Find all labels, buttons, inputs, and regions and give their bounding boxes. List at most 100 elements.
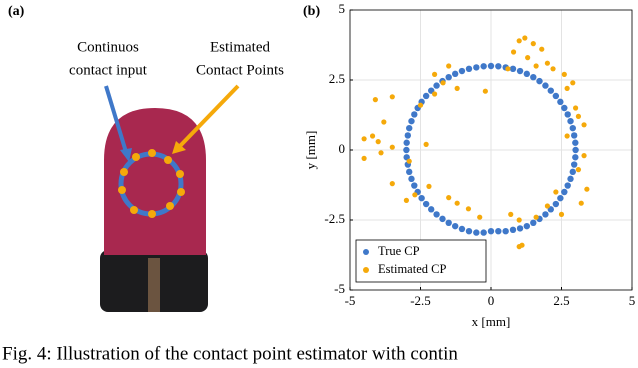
point [473,64,480,71]
y-tick-label: -5 [334,281,345,296]
legend-label: True CP [378,244,420,258]
photo [100,84,240,312]
point [473,229,480,236]
point [536,77,543,85]
point [516,67,524,75]
plot: -5 -2.5 0 2.5 5 -5 -2.5 0 2.5 5 True CP Estimated C… [324,1,635,308]
point [557,194,564,202]
point [446,195,452,201]
point [406,124,413,132]
point [575,113,582,119]
point [454,200,460,206]
point [480,229,487,236]
arrowhead [172,141,186,154]
point [525,55,531,61]
y-tick-label: 0 [339,141,346,156]
point [440,80,446,86]
point [567,117,574,125]
point [523,222,531,230]
point [558,211,565,217]
point [451,222,459,230]
y-tick-label: 5 [339,1,346,16]
arrowhead [120,148,132,162]
point [411,111,418,118]
point [361,155,367,161]
point [547,87,554,94]
point [533,63,539,69]
point [458,225,466,233]
point [544,60,551,66]
annotation: Estimated [210,39,270,55]
point [573,105,579,111]
y-tick-label: -2.5 [324,211,345,226]
point [572,154,579,161]
caption: Fig. 4: Illustration of the contact poin… [2,343,458,364]
point [406,158,412,164]
point [465,65,473,73]
point [553,189,559,195]
x-axis-label: x [mm] [472,314,511,329]
point [375,139,381,145]
point [550,66,556,72]
panel-label: (b) [303,4,320,19]
point [569,168,576,176]
point [381,119,387,125]
point [569,124,576,132]
point [439,215,446,223]
point [417,102,424,108]
point [423,141,429,147]
point [561,188,568,196]
point [502,228,509,235]
point [564,182,571,189]
legend-box [355,239,487,283]
point [552,92,560,100]
point [445,219,452,226]
point [406,168,413,176]
point [530,41,536,47]
point [510,49,517,55]
point [445,74,452,81]
point [567,175,574,183]
legend-label: Estimated CP [378,262,446,276]
point [564,111,571,118]
point [389,94,395,100]
point [572,146,579,154]
point [570,161,578,168]
y-tick-label: 2.5 [329,71,345,86]
point [530,219,537,226]
point [369,133,376,139]
x-tick-label: 5 [629,293,636,308]
point [482,88,488,94]
legend-marker [363,249,369,255]
point [584,186,590,192]
point [389,181,395,187]
point [542,211,549,218]
annotation: contact input [69,62,148,78]
point [487,228,495,235]
point [412,192,418,198]
point [516,225,524,232]
annotation: Continuos [77,39,139,55]
point [516,217,522,223]
point [422,200,430,208]
point [508,211,514,217]
point [404,132,412,139]
point [523,70,531,78]
point [544,203,551,209]
point [408,117,415,125]
panel-label: (a) [8,4,25,19]
x-tick-label: -2.5 [410,293,431,308]
point [403,146,410,154]
x-tick-label: 2.5 [553,293,569,308]
point [433,211,440,218]
y-axis-label: y [mm] [303,131,318,170]
point [557,98,564,106]
point [465,228,473,235]
point [575,167,582,173]
point [578,200,584,206]
point [458,67,466,75]
point [451,70,459,78]
arrow [178,84,240,148]
point [418,194,425,202]
